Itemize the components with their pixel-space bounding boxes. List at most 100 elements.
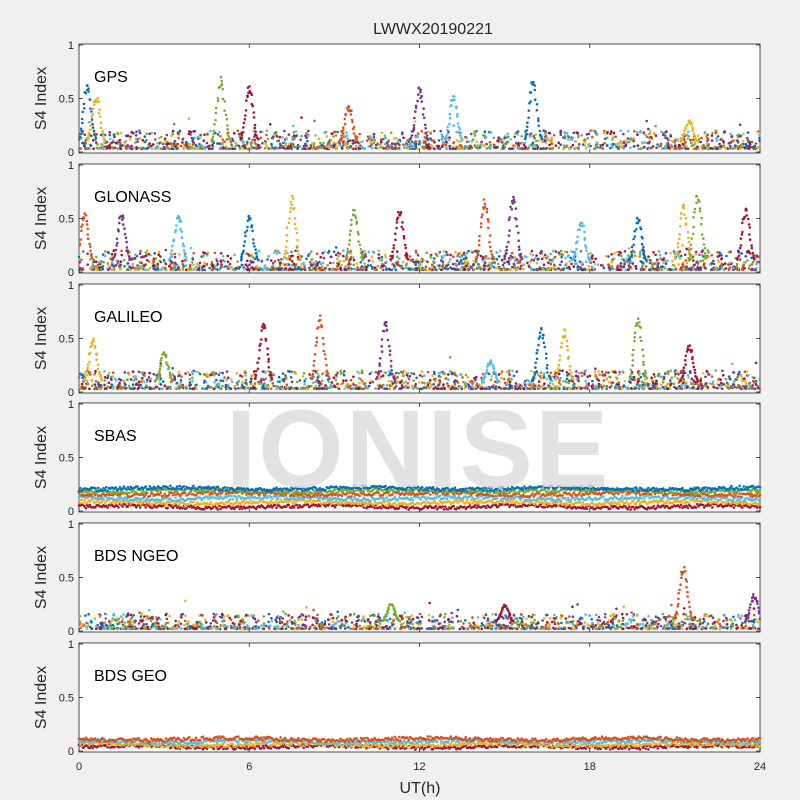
data-point [623, 250, 627, 253]
data-point [420, 370, 424, 373]
data-point [262, 268, 265, 272]
data-point [411, 144, 415, 148]
data-point [237, 379, 241, 383]
data-point [224, 113, 228, 117]
data-point [750, 140, 754, 144]
data-point [330, 132, 334, 135]
data-point [471, 382, 474, 385]
data-point [353, 208, 356, 212]
data-point [701, 265, 704, 268]
data-point [744, 382, 748, 385]
data-point [174, 228, 178, 232]
data-point [303, 268, 307, 272]
data-point [653, 262, 656, 266]
data-point [710, 268, 713, 272]
data-point [364, 268, 368, 272]
data-point [730, 135, 734, 139]
data-point [678, 146, 681, 150]
data-point [234, 144, 237, 148]
data-point [276, 250, 280, 253]
data-point [240, 136, 244, 139]
data-point [702, 237, 705, 240]
data-point [740, 145, 743, 149]
data-point [427, 147, 430, 150]
data-point [316, 376, 320, 379]
data-point [643, 133, 646, 136]
data-point [125, 146, 129, 149]
data-point [376, 147, 380, 150]
data-point [146, 268, 149, 272]
data-point [125, 246, 129, 249]
data-point [618, 373, 621, 376]
data-point [225, 138, 229, 141]
data-point [336, 130, 339, 134]
data-point [298, 254, 302, 258]
data-point [568, 260, 571, 263]
data-point [236, 260, 239, 263]
data-point [447, 138, 451, 142]
data-point [425, 134, 429, 137]
data-point [722, 145, 725, 149]
data-point [589, 144, 592, 148]
data-point [86, 383, 90, 386]
data-point [617, 147, 620, 150]
data-point [683, 132, 686, 136]
data-point [632, 237, 635, 241]
data-point [157, 250, 161, 254]
data-point [313, 267, 317, 270]
data-point [673, 375, 677, 378]
data-point [639, 375, 643, 379]
data-point [558, 253, 561, 256]
data-point [748, 226, 751, 229]
data-point [183, 143, 186, 147]
data-point [450, 372, 454, 376]
data-point [209, 129, 212, 133]
data-point [210, 268, 214, 272]
data-point [657, 145, 661, 148]
data-point [94, 268, 98, 271]
data-point [351, 120, 354, 124]
data-point [438, 264, 441, 267]
data-point [332, 141, 335, 144]
data-point [532, 259, 536, 262]
data-point [418, 147, 421, 151]
data-point [119, 260, 123, 263]
data-point [454, 262, 457, 265]
data-point [706, 136, 709, 139]
data-point [646, 383, 649, 387]
data-point [303, 147, 307, 151]
data-point [421, 113, 425, 116]
data-point [214, 106, 218, 110]
data-point [554, 250, 558, 253]
data-point [465, 251, 469, 255]
data-point [398, 257, 401, 260]
data-point [98, 108, 101, 111]
data-point [745, 214, 748, 217]
data-point [106, 374, 110, 378]
data-point [289, 206, 293, 210]
data-point [692, 225, 695, 229]
data-point [464, 256, 468, 260]
data-point [497, 373, 501, 376]
data-point [453, 95, 456, 98]
data-point [84, 142, 88, 145]
data-point [85, 219, 89, 223]
data-point [636, 131, 639, 134]
data-point [370, 138, 374, 142]
data-point [293, 267, 297, 271]
data-point [712, 262, 716, 266]
data-point [223, 100, 227, 103]
data-point [94, 369, 97, 373]
data-point [557, 141, 560, 144]
data-point [596, 378, 599, 381]
data-point [221, 97, 225, 101]
data-point [516, 130, 520, 133]
data-point [740, 143, 743, 146]
data-point [441, 140, 445, 144]
data-point [93, 373, 96, 377]
data-point [483, 202, 487, 206]
data-point [705, 256, 708, 260]
data-point [134, 378, 137, 381]
data-point [197, 146, 200, 149]
data-point [181, 138, 184, 141]
